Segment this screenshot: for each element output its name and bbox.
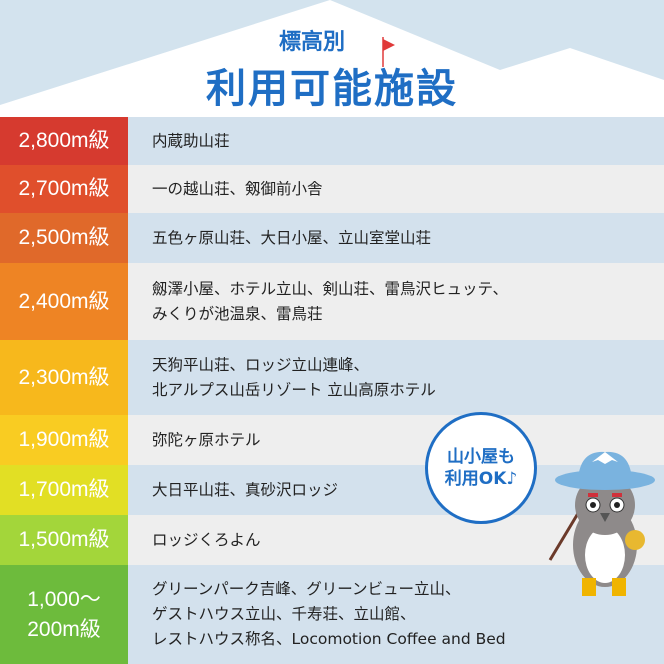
- facility-names: 一の越山荘、剱御前小舎: [128, 165, 664, 213]
- table-row: 2,700m級 一の越山荘、剱御前小舎: [0, 165, 664, 213]
- facility-line: 五色ヶ原山荘、大日小屋、立山室堂山荘: [152, 228, 432, 247]
- mascot-character: [548, 451, 655, 596]
- facility-line: 天狗平山荘、ロッジ立山連峰、: [152, 355, 370, 374]
- facility-names: ロッジくろよん: [128, 515, 664, 565]
- facility-line: 一の越山荘、剱御前小舎: [152, 179, 323, 198]
- facility-line: 大日平山荘、真砂沢ロッジ: [152, 480, 339, 499]
- facility-names: グリーンパーク吉峰、グリーンビュー立山、 ゲストハウス立山、千寿荘、立山館、レスト…: [128, 565, 664, 664]
- facility-names: 劔澤小屋、ホテル立山、剣山荘、雷鳥沢ヒュッテ、 みくりが池温泉、雷鳥荘: [128, 263, 664, 340]
- speech-bubble: 山小屋も 利用OK♪: [425, 412, 537, 524]
- elevation-label: 2,800m級: [0, 117, 128, 165]
- flag-icon: [382, 37, 395, 67]
- facility-line: 劔澤小屋、ホテル立山、剣山荘、雷鳥沢ヒュッテ、: [152, 279, 509, 298]
- facility-line: 内蔵助山荘: [152, 131, 230, 150]
- table-row: 1,700m級 大日平山荘、真砂沢ロッジ: [0, 465, 664, 515]
- facility-line: 北アルプス山岳リゾート 立山高原ホテル: [152, 380, 436, 399]
- elevation-label: 1,700m級: [0, 465, 128, 515]
- facility-names: 内蔵助山荘: [128, 117, 664, 165]
- subtitle: 標高別: [278, 30, 345, 55]
- facility-names: 大日平山荘、真砂沢ロッジ: [128, 465, 664, 515]
- table-row: 2,500m級 五色ヶ原山荘、大日小屋、立山室堂山荘: [0, 213, 664, 263]
- bubble-line-2: 利用OK♪: [444, 469, 518, 489]
- table-row: 1,900m級 弥陀ヶ原ホテル: [0, 415, 664, 465]
- table-row: 2,800m級 内蔵助山荘: [0, 117, 664, 165]
- elevation-label: 2,300m級: [0, 340, 128, 415]
- header: 標高別 利用可能施設: [0, 0, 664, 117]
- table-row: 2,300m級 天狗平山荘、ロッジ立山連峰、 北アルプス山岳リゾート 立山高原ホテル: [0, 340, 664, 415]
- elevation-label: 2,400m級: [0, 263, 128, 340]
- elevation-label: 1,000～ 200m級: [0, 565, 128, 664]
- facility-line: ゲストハウス立山、千寿荘、立山館、: [152, 605, 416, 624]
- elevation-label: 2,500m級: [0, 213, 128, 263]
- facility-line: グリーンパーク吉峰、グリーンビュー立山、: [152, 580, 461, 599]
- facility-names: 天狗平山荘、ロッジ立山連峰、北アルプス山岳リゾート 立山高原ホテル: [128, 340, 664, 415]
- page-title: 利用可能施設: [206, 66, 458, 112]
- facility-line: レストハウス称名、Locomotion Coffee and Bed: [152, 629, 506, 648]
- mountain-background: [0, 0, 664, 117]
- elevation-label: 2,700m級: [0, 165, 128, 213]
- facility-line: 弥陀ヶ原ホテル: [152, 430, 261, 449]
- facility-names: 弥陀ヶ原ホテル: [128, 415, 664, 465]
- facility-line: ロッジくろよん: [152, 530, 261, 549]
- elevation-label: 1,500m級: [0, 515, 128, 565]
- elevation-label: 1,900m級: [0, 415, 128, 465]
- table-row: 2,400m級 劔澤小屋、ホテル立山、剣山荘、雷鳥沢ヒュッテ、 みくりが池温泉、雷鳥…: [0, 263, 664, 340]
- bubble-line-1: 山小屋も: [447, 446, 515, 467]
- facility-names: 五色ヶ原山荘、大日小屋、立山室堂山荘: [128, 213, 664, 263]
- table-row: 1,000～ 200m級 グリーンパーク吉峰、グリーンビュー立山、 ゲストハウス立山…: [0, 565, 664, 664]
- facility-line: みくりが池温泉、雷鳥荘: [152, 304, 323, 323]
